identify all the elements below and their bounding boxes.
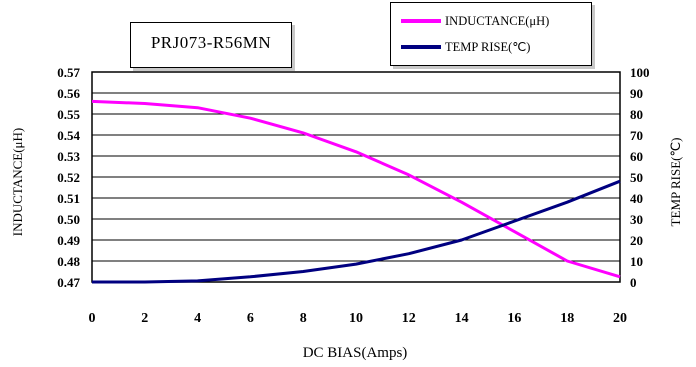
y-left-tick-label: 0.48 [57, 254, 80, 269]
legend-label-temp-rise: TEMP RISE(℃) [445, 40, 531, 54]
y-right-tick-labels: 0 10 20 30 40 50 60 70 80 90 100 [630, 65, 650, 290]
x-tick-label: 16 [507, 311, 521, 326]
legend-item-temp-rise: TEMP RISE(℃) [401, 37, 530, 57]
y-left-tick-label: 0.54 [57, 128, 80, 143]
y-right-tick-label: 30 [630, 212, 643, 227]
y-left-tick-label: 0.51 [57, 191, 80, 206]
series-line-temp-rise [92, 179, 621, 284]
x-tick-label: 14 [455, 311, 469, 326]
y-right-tick-label: 80 [630, 107, 643, 122]
x-axis-label: DC BIAS(Amps) [303, 345, 408, 361]
y-right-tick-label: 60 [630, 149, 643, 164]
y-left-tick-label: 0.56 [57, 86, 80, 101]
x-tick-label: 12 [402, 311, 416, 326]
x-tick-label: 20 [613, 311, 627, 326]
y-right-tick-label: 90 [630, 86, 643, 101]
y-right-tick-label: 40 [630, 191, 643, 206]
legend-label-inductance: INDUCTANCE(μH) [445, 13, 550, 28]
x-tick-label: 4 [194, 311, 201, 326]
y-right-tick-label: 10 [630, 254, 643, 269]
y-left-tick-label: 0.52 [57, 170, 80, 185]
legend-swatch-temp-rise [401, 45, 441, 49]
y-left-tick-label: 0.55 [57, 107, 80, 122]
chart-title-box: PRJ073-R56MN [130, 22, 292, 68]
legend-swatch-inductance [401, 19, 441, 23]
y-right-tick-label: 70 [630, 128, 643, 143]
x-tick-labels: 0 2 4 6 8 10 12 14 16 18 20 [89, 311, 628, 326]
y-right-tick-label: 100 [630, 65, 650, 80]
legend: INDUCTANCE(μH) TEMP RISE(℃) [390, 2, 592, 66]
y-left-tick-label: 0.50 [57, 212, 80, 227]
x-tick-label: 2 [141, 311, 148, 326]
y-right-tick-label: 20 [630, 233, 643, 248]
legend-item-inductance: INDUCTANCE(μH) [401, 11, 549, 31]
y-left-tick-label: 0.57 [57, 65, 80, 80]
y-left-axis-label: INDUCTANCE(μH) [10, 128, 25, 236]
chart-title: PRJ073-R56MN [150, 33, 272, 52]
x-tick-label: 18 [560, 311, 574, 326]
y-left-tick-labels: 0.47 0.48 0.49 0.50 0.51 0.52 0.53 0.54 0.55 0.56… [57, 65, 80, 290]
y-right-tick-label: 0 [630, 275, 637, 290]
y-left-tick-label: 0.53 [57, 149, 80, 164]
y-right-axis-label: TEMP RISE(℃) [668, 138, 683, 227]
plot-area [91, 71, 621, 283]
x-tick-label: 10 [349, 311, 363, 326]
x-tick-label: 6 [247, 311, 254, 326]
series-lines [91, 99, 621, 284]
x-tick-label: 0 [89, 311, 96, 326]
y-left-tick-label: 0.47 [57, 275, 80, 290]
grid-lines [92, 71, 620, 283]
y-left-tick-label: 0.49 [57, 233, 80, 248]
series-line-inductance [91, 99, 621, 279]
x-tick-label: 8 [300, 311, 307, 326]
y-right-tick-label: 50 [630, 170, 643, 185]
